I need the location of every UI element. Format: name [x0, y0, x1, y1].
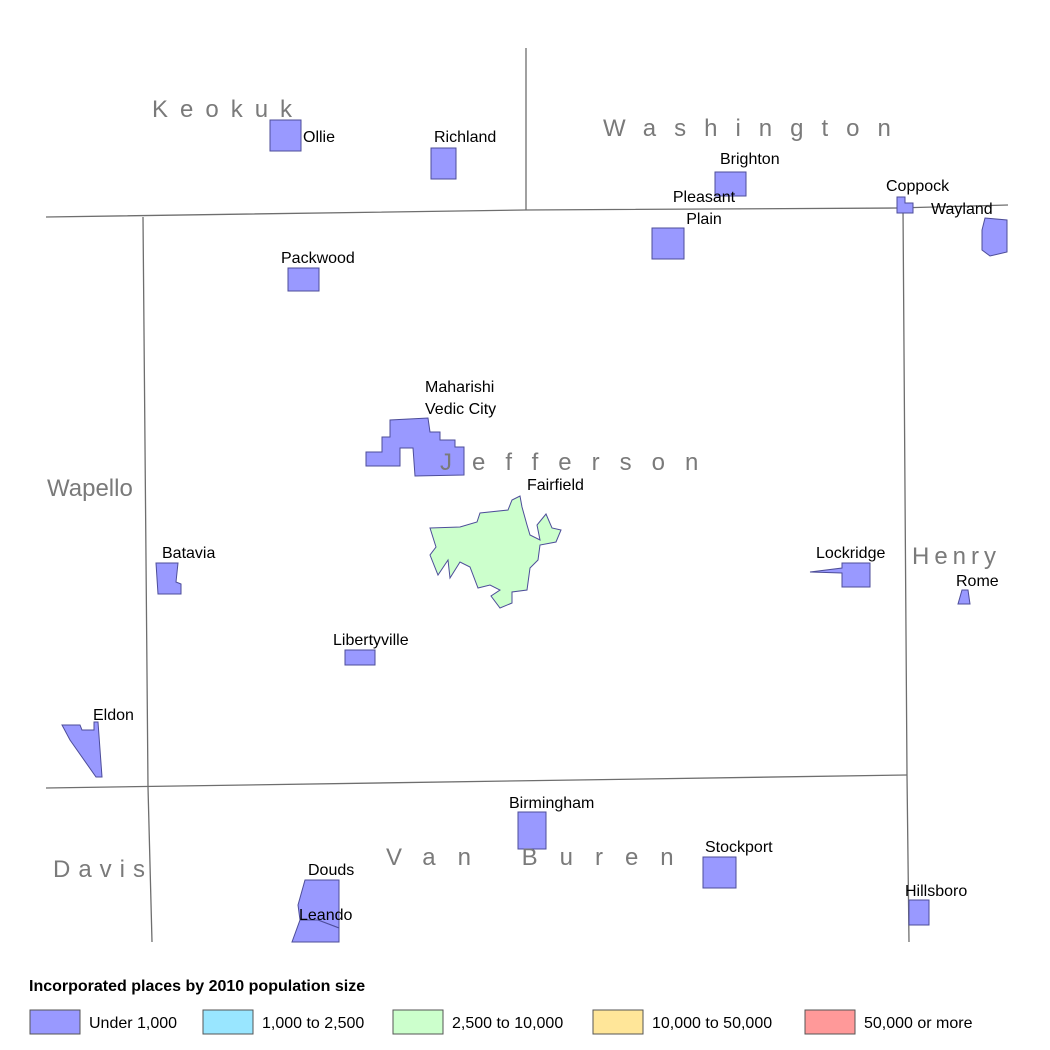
place-shape [429, 495, 562, 609]
border [45, 204, 1009, 218]
place-shape [981, 217, 1008, 257]
place-label: Rome [956, 573, 999, 590]
place-label: Ollie [303, 129, 335, 146]
place-shape [155, 562, 182, 595]
place-shape [430, 147, 457, 180]
legend-swatch [202, 1009, 254, 1035]
place-label: Coppock [886, 178, 950, 195]
place-label-line: Leando [299, 907, 352, 924]
county-borders [45, 48, 1009, 943]
place-label: Brighton [720, 151, 780, 168]
place-shape [702, 856, 737, 889]
place-label: Wayland [931, 201, 993, 218]
place-shape [269, 119, 302, 152]
place-shape [896, 196, 914, 214]
place-shape [809, 562, 871, 588]
county-label: Keokuk [152, 96, 304, 123]
border [902, 207, 910, 943]
legend-label: 10,000 to 50,000 [652, 1015, 772, 1032]
place-label: Richland [434, 129, 496, 146]
place-label-line: Packwood [281, 250, 355, 267]
border [45, 774, 908, 789]
place-shape [651, 227, 685, 260]
place-label: Hillsboro [905, 883, 967, 900]
place-label-line: Pleasant [673, 189, 736, 206]
place-label-line: Maharishi [425, 379, 494, 396]
legend-swatch [392, 1009, 444, 1035]
place-label: Lockridge [816, 545, 885, 562]
place-label-line: Batavia [162, 545, 215, 562]
place-label-line: Richland [434, 129, 496, 146]
place-label-line: Vedic City [425, 401, 496, 418]
place-label-line: Lockridge [816, 545, 885, 562]
place-label: Birmingham [509, 795, 594, 812]
place-label-line: Libertyville [333, 632, 409, 649]
county-label: Van Buren [386, 844, 696, 871]
county-label: Washington [603, 115, 909, 142]
place-label-line: Eldon [93, 707, 134, 724]
place-label: Batavia [162, 545, 215, 562]
legend-swatch [29, 1009, 81, 1035]
place-label-line: Plain [686, 211, 722, 228]
place-label: Douds [308, 862, 354, 879]
place-shape [714, 171, 747, 197]
legend-label: 50,000 or more [864, 1015, 973, 1032]
place-label-line: Ollie [303, 129, 335, 146]
place-shape [957, 589, 971, 605]
place-shape [908, 899, 930, 926]
place-shape [344, 649, 376, 666]
legend-label: 1,000 to 2,500 [262, 1015, 364, 1032]
legend-title: Incorporated places by 2010 population s… [29, 978, 365, 995]
place-shapes [61, 119, 1008, 943]
place-label-line: Birmingham [509, 795, 594, 812]
county-label: Jefferson [440, 449, 718, 476]
place-label: Pleasant Plain [673, 189, 736, 228]
place-label: Packwood [281, 250, 355, 267]
place-shape [365, 417, 465, 477]
place-label: Eldon [93, 707, 134, 724]
place-shape [287, 267, 320, 292]
place-label-line: Coppock [886, 178, 950, 195]
place-shape [517, 811, 547, 850]
legend-swatch [592, 1009, 644, 1035]
legend: Under 1,000 1,000 to 2,500 2,500 to 10,000… [29, 1009, 973, 1035]
place-shape [291, 919, 340, 943]
place-label-line: Wayland [931, 201, 993, 218]
place-label-line: Douds [308, 862, 354, 879]
county-label: Henry [912, 543, 1001, 570]
place-label: Fairfield [527, 477, 584, 494]
place-label-line: Hillsboro [905, 883, 967, 900]
place-label-line: Rome [956, 573, 999, 590]
place-label: Stockport [705, 839, 773, 856]
place-shape [61, 721, 103, 778]
legend-label: 2,500 to 10,000 [452, 1015, 563, 1032]
legend-label: Under 1,000 [89, 1015, 177, 1032]
border [142, 216, 153, 943]
place-label: Maharishi Vedic City [425, 379, 496, 418]
place-label-line: Brighton [720, 151, 780, 168]
county-label: Davis [53, 856, 153, 883]
place-label-line: Stockport [705, 839, 773, 856]
place-label: Libertyville [333, 632, 409, 649]
legend-swatch [804, 1009, 856, 1035]
place-label: Leando [299, 907, 352, 924]
county-label: Wapello [47, 475, 133, 502]
place-label-line: Fairfield [527, 477, 584, 494]
place-labels: Ollie Richland Brighton Coppock Wayland Pleas… [93, 129, 999, 924]
